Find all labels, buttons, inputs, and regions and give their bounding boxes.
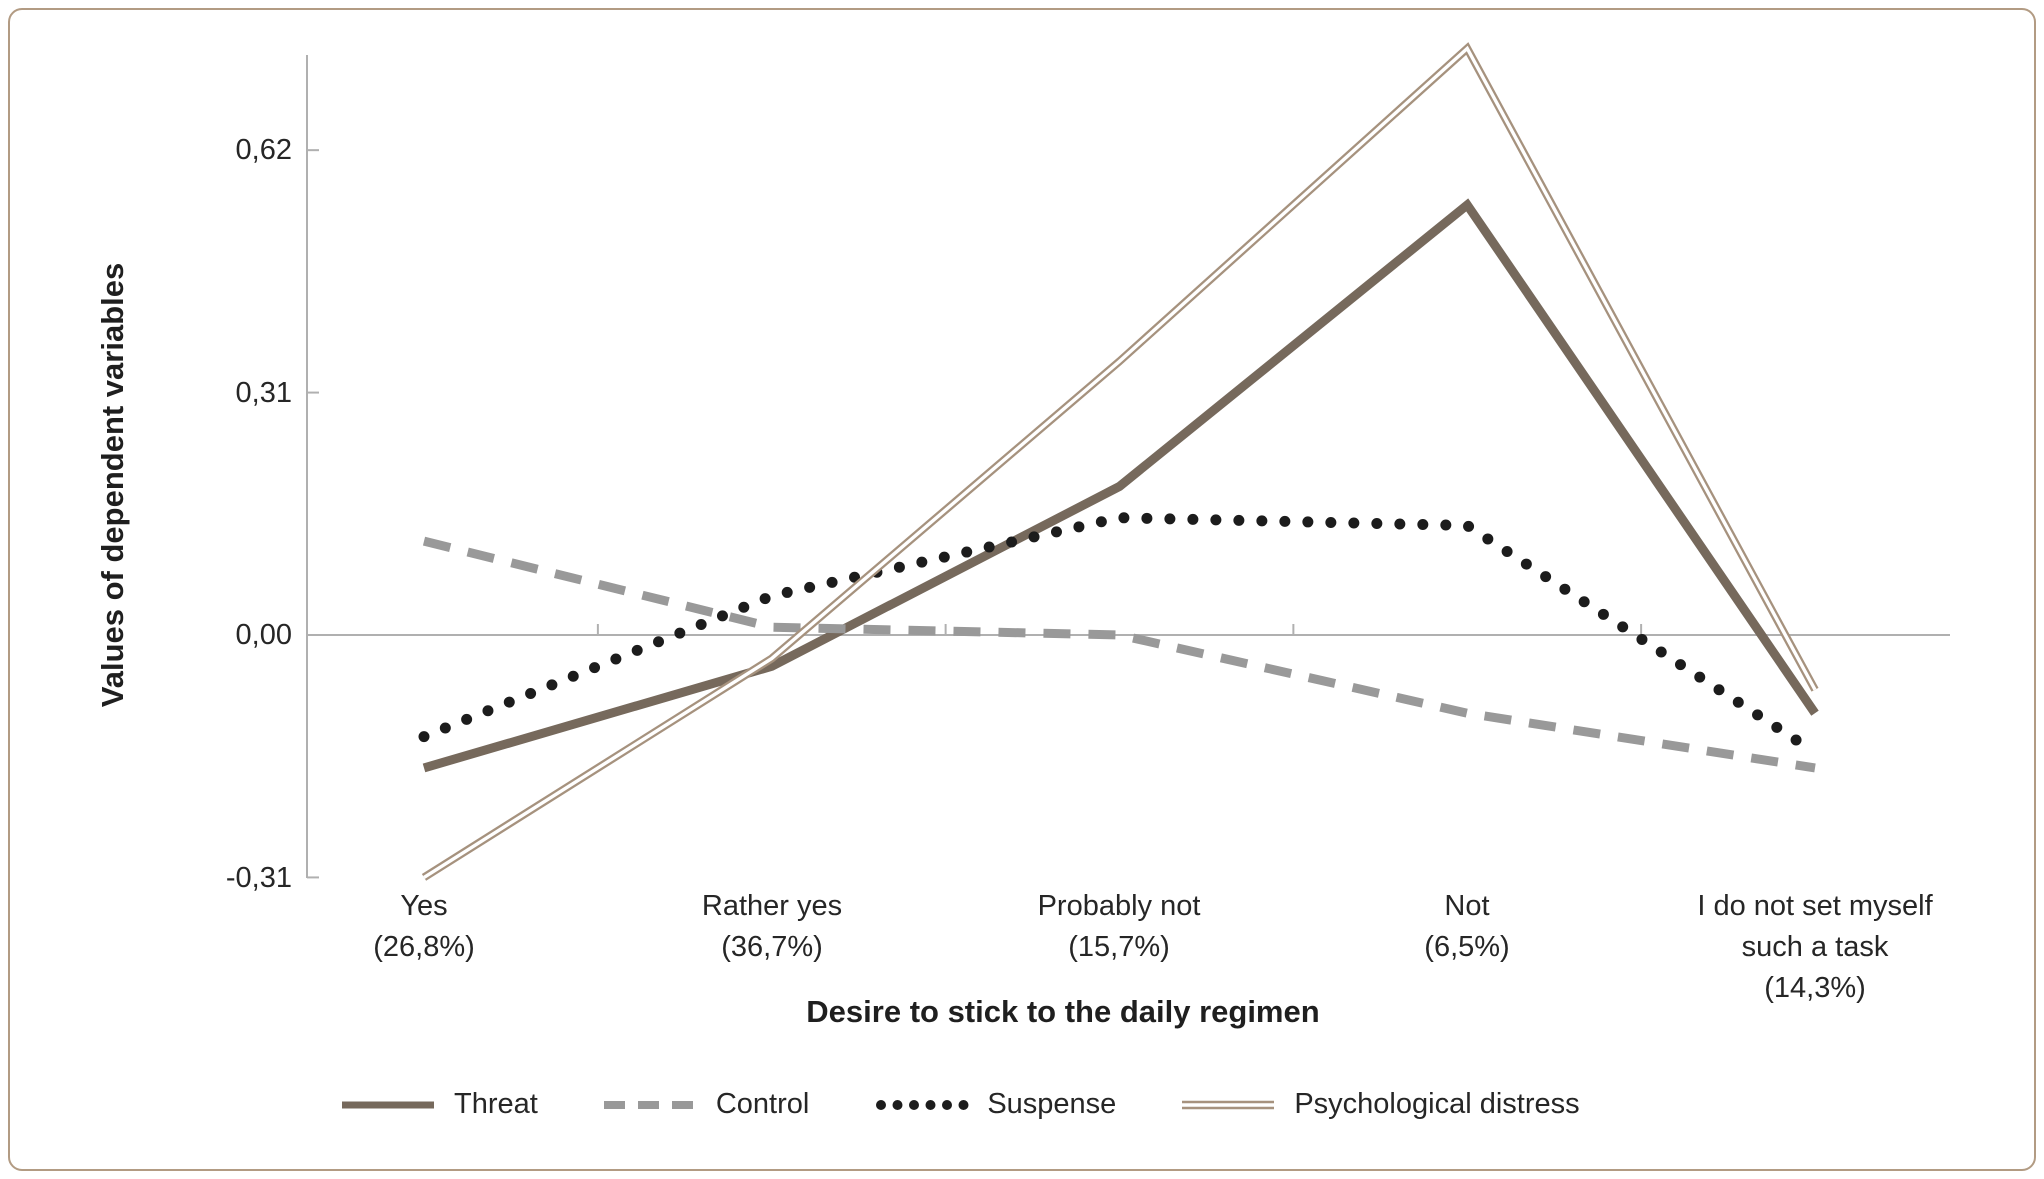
- legend-label: Psychological distress: [1294, 1088, 1580, 1120]
- x-tick-line: (14,3%): [1764, 972, 1866, 1004]
- x-tick-label-not: Not (6,5%): [1287, 886, 1647, 968]
- x-tick-line: (36,7%): [721, 931, 823, 963]
- x-tick-label-probably-not: Probably not (15,7%): [939, 886, 1299, 968]
- x-axis-title: Desire to stick to the daily regimen: [806, 994, 1320, 1029]
- legend: Threat Control Suspense Psychological di…: [340, 1088, 1760, 1121]
- x-tick-line: such a task: [1741, 931, 1889, 963]
- x-tick-line: Not: [1444, 890, 1490, 922]
- y-tick-label: 0,62: [235, 134, 292, 166]
- x-tick-label-yes: Yes (26,8%): [244, 886, 604, 968]
- x-tick-label-no-task: I do not set myself such a task (14,3%): [1635, 886, 1995, 1009]
- x-tick-label-rather-yes: Rather yes (36,7%): [592, 886, 952, 968]
- x-tick-line: (26,8%): [373, 931, 475, 963]
- legend-item-psychological-distress: Psychological distress: [1180, 1088, 1580, 1121]
- x-tick-line: Rather yes: [701, 890, 843, 922]
- psychological-distress-line-swatch-icon: [1182, 1100, 1275, 1109]
- y-tick-label: -0,31: [225, 862, 292, 894]
- x-tick-line: (6,5%): [1424, 931, 1510, 963]
- legend-item-threat: Threat: [340, 1088, 538, 1121]
- legend-item-suspense: Suspense: [873, 1088, 1116, 1121]
- x-tick-line: (15,7%): [1068, 931, 1170, 963]
- suspense-line-swatch-icon: [876, 1099, 970, 1110]
- y-axis-title: Values of dependent variables: [95, 262, 130, 708]
- control-line-swatch-icon: [603, 1100, 696, 1109]
- legend-item-control: Control: [602, 1088, 810, 1121]
- x-tick-line: Yes: [400, 890, 448, 922]
- legend-label: Threat: [454, 1088, 538, 1120]
- legend-label: Suspense: [987, 1088, 1117, 1120]
- x-tick-line: I do not set myself: [1697, 890, 1933, 922]
- y-tick-label: 0,31: [235, 377, 292, 409]
- figure-border: [8, 8, 2036, 1171]
- x-tick-line: Probably not: [1037, 890, 1201, 922]
- legend-label: Control: [715, 1088, 810, 1120]
- y-tick-label: 0,00: [235, 619, 292, 651]
- threat-line-swatch-icon: [342, 1101, 434, 1108]
